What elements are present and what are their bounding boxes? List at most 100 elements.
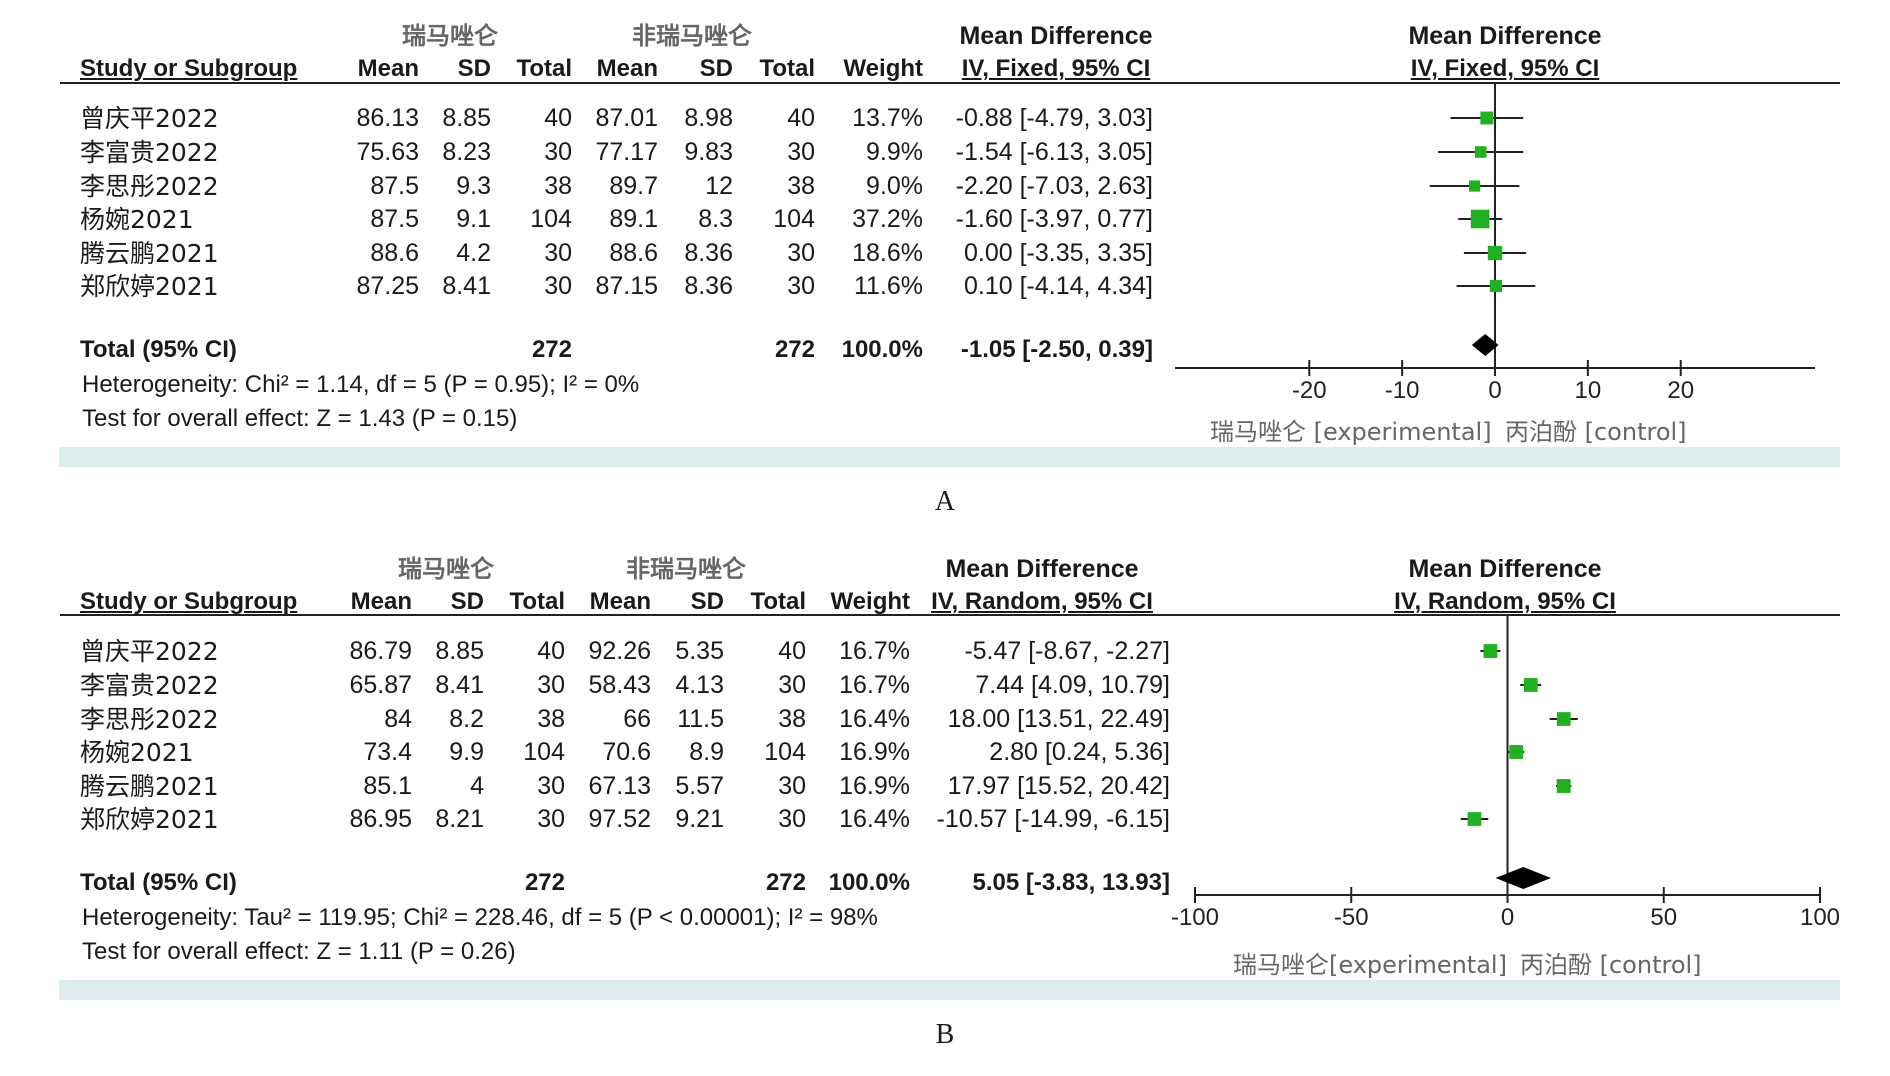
- study-name: 李思彤2022: [80, 172, 219, 201]
- study-name: 腾云鹏2021: [80, 772, 219, 801]
- ctl-total: 104: [773, 205, 815, 233]
- panel-band: [59, 447, 1840, 467]
- header-exp-total: Total: [516, 55, 572, 82]
- md-title: Mean Difference: [959, 22, 1153, 50]
- total-ctl: 272: [774, 336, 815, 363]
- ctl-mean: 66: [623, 705, 651, 733]
- exp-sd: 8.21: [435, 805, 484, 833]
- heterogeneity: Heterogeneity: Chi² = 1.14, df = 5 (P = …: [82, 371, 640, 398]
- exp-total: 30: [537, 772, 565, 800]
- total-weight: 100.0%: [828, 869, 910, 896]
- header-ctl-sd: SD: [690, 588, 724, 615]
- exp-sd: 8.23: [442, 138, 491, 166]
- x-tick-label: -50: [1334, 904, 1369, 931]
- header-rule: [60, 82, 1840, 84]
- study-marker: [1523, 678, 1538, 692]
- exp-mean: 84: [384, 705, 412, 733]
- ctl-sd: 8.36: [684, 239, 733, 267]
- header-exp-total: Total: [509, 588, 565, 615]
- ci-text: 18.00 [13.51, 22.49]: [947, 705, 1170, 733]
- header-md-method: IV, Random, 95% CI: [931, 588, 1153, 615]
- exp-total: 30: [544, 138, 572, 166]
- ctl-sd: 5.57: [675, 772, 724, 800]
- exp-sd: 4: [470, 772, 484, 800]
- header-ctl-total: Total: [750, 588, 806, 615]
- study-marker: [1467, 812, 1482, 826]
- total-ci: 5.05 [-3.83, 13.93]: [972, 869, 1170, 896]
- total-label: Total (95% CI): [80, 336, 237, 363]
- header-weight: Weight: [843, 55, 923, 82]
- total-exp: 272: [524, 869, 565, 896]
- total-label: Total (95% CI): [80, 869, 237, 896]
- header-rule: [60, 614, 1840, 616]
- exp-total: 40: [544, 104, 572, 132]
- exp-mean: 87.5: [370, 205, 419, 233]
- study-name: 李富贵2022: [80, 138, 219, 167]
- study-name: 郑欣婷2021: [80, 272, 219, 301]
- x-tick-label: 20: [1667, 377, 1694, 404]
- x-tick-label: 100: [1800, 904, 1840, 931]
- study-marker: [1556, 779, 1571, 793]
- ctl-total: 40: [787, 104, 815, 132]
- md-title: Mean Difference: [945, 555, 1139, 583]
- exp-mean: 75.63: [356, 138, 419, 166]
- ctl-mean: 89.7: [609, 172, 658, 200]
- ctl-total: 38: [778, 705, 806, 733]
- ctl-total: 40: [778, 637, 806, 665]
- weight-value: 16.4%: [839, 805, 910, 833]
- exp-mean: 86.95: [349, 805, 412, 833]
- plot-md-method: IV, Random, 95% CI: [1394, 588, 1616, 615]
- total-weight: 100.0%: [841, 336, 923, 363]
- exp-sd: 9.9: [449, 738, 484, 766]
- ctl-sd: 11.5: [677, 705, 724, 733]
- x-tick-label: 10: [1575, 377, 1602, 404]
- ctl-sd: 8.9: [689, 738, 724, 766]
- overall-effect: Test for overall effect: Z = 1.43 (P = 0…: [82, 405, 518, 432]
- ci-text: 17.97 [15.52, 20.42]: [947, 772, 1170, 800]
- ctl-mean: 92.26: [588, 637, 651, 665]
- ctl-sd: 8.3: [698, 205, 733, 233]
- header-ctl-sd: SD: [699, 55, 733, 82]
- header-exp-sd: SD: [450, 588, 484, 615]
- weight-value: 9.9%: [866, 138, 923, 166]
- exp-sd: 8.2: [449, 705, 484, 733]
- panel-band: [59, 980, 1840, 1000]
- ctl-sd: 8.98: [684, 104, 733, 132]
- exp-mean: 87.5: [370, 172, 419, 200]
- x-tick-label: -100: [1171, 904, 1219, 931]
- exp-mean: 86.79: [349, 637, 412, 665]
- study-name: 李思彤2022: [80, 705, 219, 734]
- x-tick-label: -10: [1385, 377, 1420, 404]
- exp-sd: 8.85: [435, 637, 484, 665]
- ctl-sd: 9.83: [684, 138, 733, 166]
- ctl-total: 30: [778, 671, 806, 699]
- favours-control: 丙泊酚 [control]: [1505, 418, 1687, 446]
- study-marker: [1487, 245, 1503, 261]
- ctl-total: 104: [764, 738, 806, 766]
- header-study: Study or Subgroup: [80, 588, 298, 615]
- study-name: 李富贵2022: [80, 671, 219, 700]
- exp-total: 30: [537, 805, 565, 833]
- exp-sd: 9.1: [456, 205, 491, 233]
- ctl-sd: 5.35: [675, 637, 724, 665]
- exp-total: 30: [544, 239, 572, 267]
- study-name: 曾庆平2022: [80, 637, 219, 666]
- total-exp: 272: [531, 336, 572, 363]
- ctl-sd: 12: [705, 172, 733, 200]
- x-tick-label: 0: [1501, 904, 1514, 931]
- exp-mean: 85.1: [363, 772, 412, 800]
- study-name: 郑欣婷2021: [80, 805, 219, 834]
- header-ctl-total: Total: [759, 55, 815, 82]
- ctl-total: 30: [787, 138, 815, 166]
- ci-text: -1.60 [-3.97, 0.77]: [955, 205, 1153, 233]
- ctl-mean: 88.6: [609, 239, 658, 267]
- exp-total: 30: [544, 272, 572, 300]
- exp-total: 104: [523, 738, 565, 766]
- study-name: 曾庆平2022: [80, 104, 219, 133]
- exp-mean: 88.6: [370, 239, 419, 267]
- ctl-sd: 9.21: [675, 805, 724, 833]
- exp-mean: 86.13: [356, 104, 419, 132]
- ctl-mean: 70.6: [602, 738, 651, 766]
- ci-text: -0.88 [-4.79, 3.03]: [955, 104, 1153, 132]
- weight-value: 16.9%: [839, 738, 910, 766]
